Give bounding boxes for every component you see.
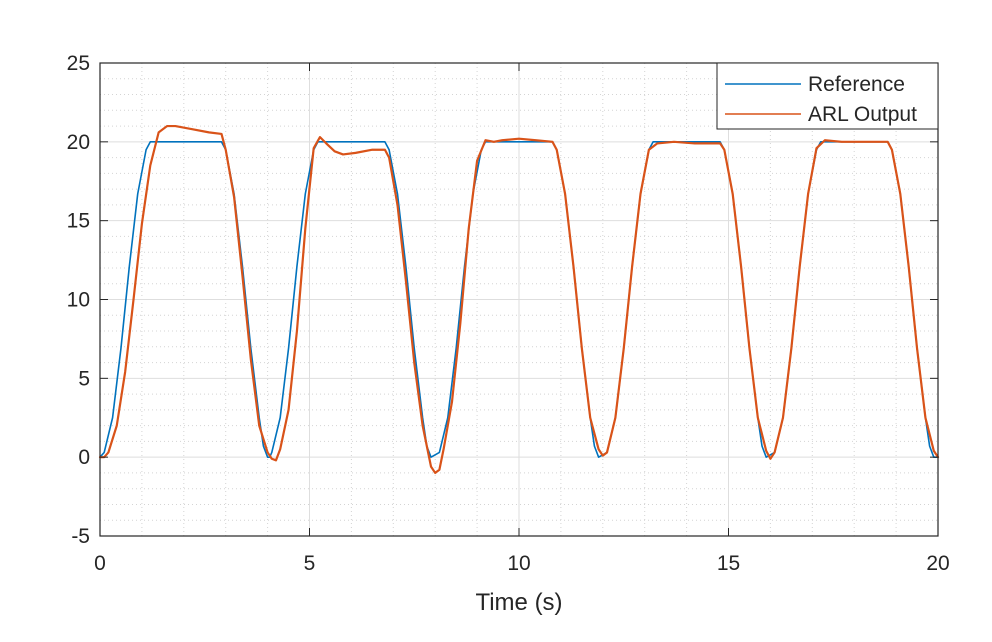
y-tick-label: 15 (67, 210, 90, 233)
x-tick-labels: 0 5 10 15 20 (94, 552, 950, 575)
legend: Reference ARL Output (716, 62, 939, 130)
legend-label-arl-output: ARL Output (808, 103, 917, 126)
series-line-arl-output (98, 124, 940, 475)
y-tick-label: 20 (67, 131, 90, 154)
x-tick-label: 10 (507, 552, 530, 575)
y-tick-label: 25 (67, 52, 90, 75)
x-tick-label: 0 (94, 552, 106, 575)
y-tick-label: 10 (67, 289, 90, 312)
legend-box (716, 62, 939, 130)
x-axis-label: Time (s) (475, 589, 562, 616)
y-tick-label: -5 (71, 525, 90, 548)
x-tick-label: 20 (926, 552, 949, 575)
y-tick-label: 5 (78, 367, 90, 390)
x-tick-label: 15 (717, 552, 740, 575)
x-tick-label: 5 (304, 552, 316, 575)
legend-label-reference: Reference (808, 73, 905, 96)
series-layer (98, 124, 940, 475)
y-tick-label: 0 (78, 446, 90, 469)
y-tick-labels: -5 0 5 10 15 20 25 (67, 52, 90, 548)
